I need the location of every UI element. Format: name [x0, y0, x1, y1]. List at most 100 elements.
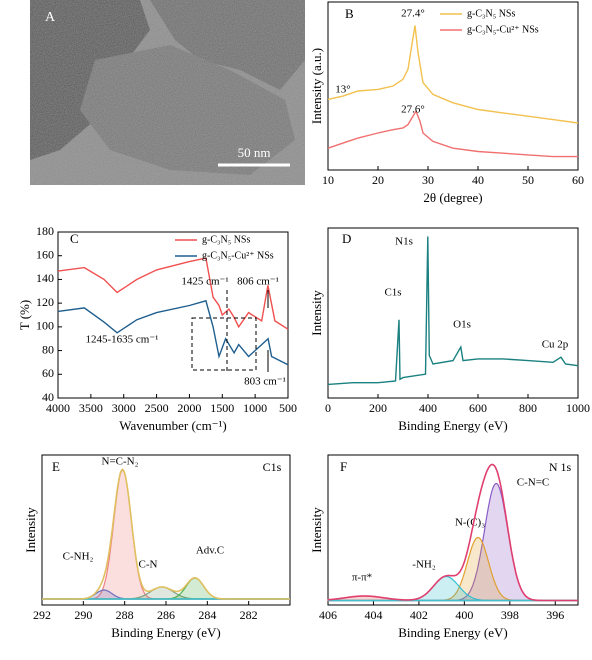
peak-label: Adv.C — [196, 545, 224, 557]
x-axis-label: Wavenumber (cm⁻¹) — [119, 418, 227, 433]
envelope — [328, 463, 578, 602]
x-tick-label: 398 — [501, 608, 519, 622]
y-tick-label: 180 — [36, 224, 54, 238]
legend-label: g-C₃N₅-Cu²⁺ NSs — [202, 250, 274, 261]
x-tick-label: 404 — [364, 608, 382, 622]
x-tick-label: 60 — [572, 173, 584, 187]
y-axis-label: Intensity — [309, 290, 324, 336]
plot-frame — [327, 227, 579, 399]
x-tick-label: 396 — [546, 608, 564, 622]
x-tick-label: 402 — [410, 608, 428, 622]
series-line — [327, 236, 579, 386]
x-tick-label: 288 — [116, 608, 134, 622]
x-axis-label: Binding Energy (eV) — [398, 625, 508, 640]
x-tick-label: 1000 — [566, 401, 590, 415]
x-tick-label: 500 — [279, 401, 297, 415]
x-tick-label: 2500 — [145, 401, 169, 415]
annotation: Cu 2p — [542, 339, 569, 351]
y-axis-label: Intensity — [309, 507, 324, 553]
panel-label: D — [342, 231, 351, 246]
plot-frame — [41, 454, 291, 606]
peak-label: N=C-N₂ — [102, 456, 139, 468]
annotation: 27.6° — [401, 104, 425, 116]
panel-title: N 1s — [549, 460, 572, 474]
panel-label: E — [52, 459, 60, 474]
x-tick-label: 800 — [519, 401, 537, 415]
x-tick-label: 3500 — [79, 401, 103, 415]
tem-panel — [30, 0, 305, 185]
x-tick-label: 4000 — [46, 401, 70, 415]
plot-frame — [327, 1, 579, 171]
annotation: O1s — [453, 319, 471, 331]
legend-label: g-C₃N₅ NSs — [467, 8, 515, 19]
x-tick-label: 292 — [33, 608, 51, 622]
annotation: 1425 cm⁻¹ — [181, 276, 228, 288]
panel-label: F — [340, 459, 347, 474]
x-tick-label: 284 — [198, 608, 216, 622]
legend-label: g-C₃N₅-Cu²⁺ NSs — [467, 24, 539, 35]
annotation: 803 cm⁻¹ — [244, 376, 286, 388]
peak-label: N-(C)₃ — [455, 517, 485, 529]
x-tick-label: 406 — [319, 608, 337, 622]
y-axis-label: Intensity — [23, 507, 38, 553]
x-tick-label: 286 — [157, 608, 175, 622]
panel-label: C — [70, 231, 79, 246]
annotation: N1s — [395, 236, 413, 248]
panel-label: A — [45, 10, 56, 25]
x-tick-label: 1500 — [210, 401, 234, 415]
x-tick-label: 282 — [240, 608, 258, 622]
peak-label: C-N — [139, 559, 158, 571]
scale-bar-label: 50 nm — [238, 145, 271, 160]
y-tick-label: 60 — [42, 366, 54, 380]
y-axis-label: T (%) — [17, 300, 32, 330]
legend-label: g-C₃N₅ NSs — [202, 234, 250, 245]
x-tick-label: 30 — [422, 173, 434, 187]
x-tick-label: 1000 — [243, 401, 267, 415]
peak-label: C-NH₂ — [63, 551, 94, 563]
x-tick-label: 50 — [522, 173, 534, 187]
y-tick-label: 100 — [36, 319, 54, 333]
highlight-box — [191, 317, 257, 371]
peak-label: -NH₂ — [412, 559, 436, 571]
tem-texture — [30, 0, 305, 185]
panel-label: B — [345, 6, 354, 21]
series-line — [57, 257, 289, 330]
x-tick-label: 2000 — [177, 401, 201, 415]
plot-frame — [327, 454, 579, 606]
envelope — [42, 468, 290, 600]
charts: A 50 nm B 10 20 30 40 50 60 2θ (degree) Intensity … — [17, 1, 590, 640]
annotation: 806 cm⁻¹ — [237, 276, 279, 288]
peak-label: C-N=C — [517, 477, 549, 489]
y-tick-label: 40 — [42, 390, 54, 404]
annotation: 27.4° — [401, 8, 425, 20]
fit-peak — [42, 469, 290, 600]
fit-peak — [42, 586, 290, 600]
x-tick-label: 290 — [74, 608, 92, 622]
series-line — [327, 25, 579, 124]
x-axis-label: 2θ (degree) — [423, 190, 482, 205]
series-line — [57, 299, 289, 366]
panel-title: C1s — [263, 460, 282, 474]
y-tick-label: 160 — [36, 247, 54, 261]
y-axis-label: Intensity (a.u.) — [309, 48, 324, 124]
y-tick-label: 80 — [42, 342, 54, 356]
x-axis-label: Binding Energy (eV) — [111, 625, 221, 640]
x-tick-label: 200 — [369, 401, 387, 415]
x-tick-label: 400 — [419, 401, 437, 415]
x-tick-label: 40 — [472, 173, 484, 187]
x-tick-label: 600 — [469, 401, 487, 415]
peak-label: π-π* — [352, 572, 372, 584]
annotation: 13° — [335, 84, 350, 96]
plot-frame — [57, 231, 289, 399]
annotation: 1245-1635 cm⁻¹ — [86, 334, 159, 346]
x-tick-label: 400 — [455, 608, 473, 622]
x-tick-label: 20 — [372, 173, 384, 187]
annotation: C1s — [384, 287, 401, 299]
series-line — [327, 109, 578, 158]
y-tick-label: 140 — [36, 271, 54, 285]
x-tick-label: 0 — [325, 401, 331, 415]
y-tick-label: 120 — [36, 295, 54, 309]
x-tick-label: 3000 — [112, 401, 136, 415]
x-axis-label: Binding Energy (eV) — [398, 418, 508, 433]
